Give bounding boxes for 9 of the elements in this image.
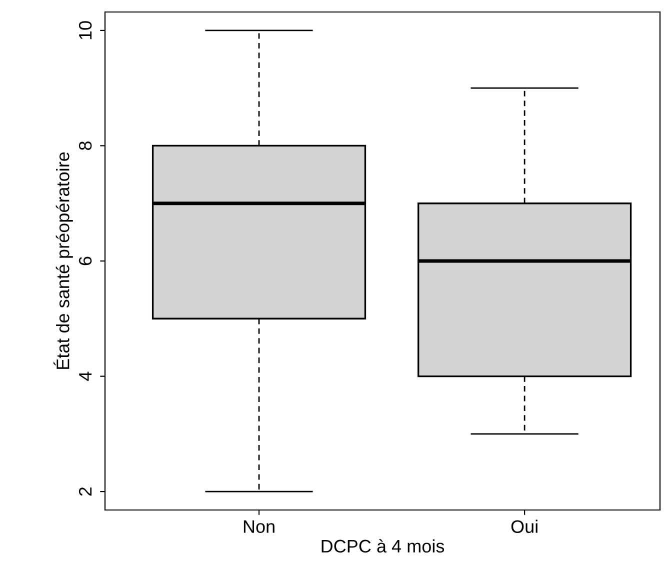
y-tick-label: 4 (79, 372, 92, 381)
y-tick-label: 2 (78, 487, 92, 496)
x-tick-label: Non (244, 520, 274, 533)
x-tick-label: Oui (511, 520, 538, 533)
y-tick-label: 6 (78, 256, 92, 266)
y-tick-label: 8 (78, 141, 92, 150)
y-tick-label: 10 (78, 21, 92, 40)
y-axis-title: État de santé préopératoire (53, 152, 73, 369)
x-axis-title: DCPC à 4 mois (322, 539, 444, 553)
